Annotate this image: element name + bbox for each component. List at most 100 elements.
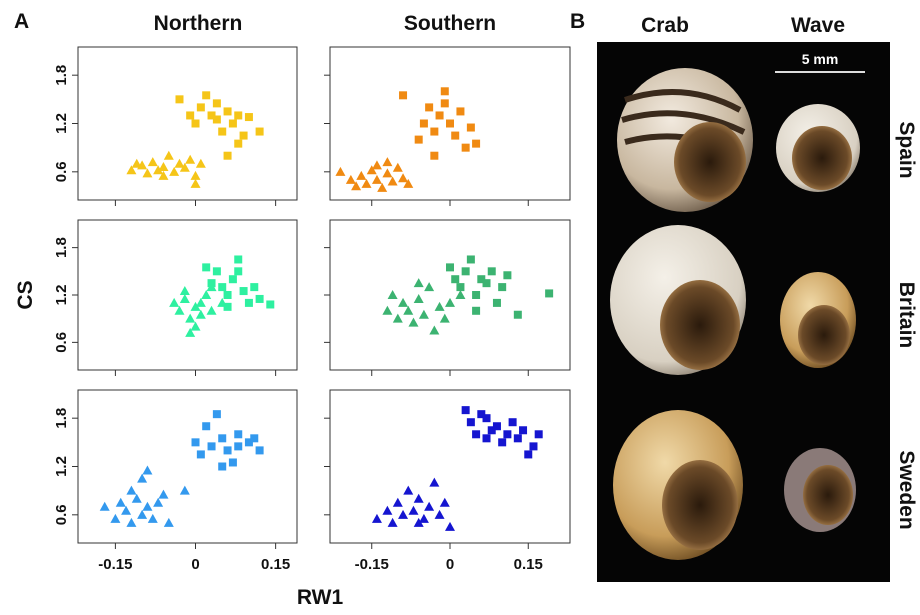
point [234, 442, 242, 450]
point [240, 287, 248, 295]
point [174, 306, 184, 315]
point [382, 306, 392, 315]
point [393, 163, 403, 172]
point [456, 283, 464, 291]
point [398, 298, 408, 307]
point [415, 136, 423, 144]
point [346, 175, 356, 184]
y-tick-label: 1.2 [53, 285, 70, 306]
point [191, 171, 201, 180]
point [197, 103, 205, 111]
point [467, 418, 475, 426]
point [388, 290, 398, 299]
point [142, 466, 152, 475]
point [137, 510, 147, 519]
point [142, 502, 152, 511]
point [420, 120, 428, 128]
point [414, 278, 424, 287]
point [202, 263, 210, 271]
point [493, 422, 501, 430]
point [462, 144, 470, 152]
point [153, 498, 163, 507]
point [185, 155, 195, 164]
point [250, 434, 258, 442]
point [186, 111, 194, 119]
point [256, 295, 264, 303]
point [132, 159, 142, 168]
point [245, 113, 253, 121]
point [250, 283, 258, 291]
point [393, 498, 403, 507]
point [175, 95, 183, 103]
point [180, 294, 190, 303]
point [440, 498, 450, 507]
point [382, 168, 392, 177]
point [382, 506, 392, 515]
point [519, 426, 527, 434]
plot-frame [78, 390, 297, 543]
point [509, 418, 517, 426]
x-axis-label: RW1 [297, 586, 344, 609]
point [503, 430, 511, 438]
point [224, 446, 232, 454]
point [441, 87, 449, 95]
point [218, 283, 226, 291]
point [234, 267, 242, 275]
point [472, 140, 480, 148]
point [441, 99, 449, 107]
point [224, 152, 232, 160]
point [425, 103, 433, 111]
point [446, 263, 454, 271]
point [335, 167, 345, 176]
point [388, 518, 398, 527]
point [148, 157, 158, 166]
point [429, 326, 439, 335]
plot-frame [78, 47, 297, 200]
point [218, 463, 226, 471]
point [201, 290, 211, 299]
plot-frame [330, 390, 570, 543]
point [229, 458, 237, 466]
row-label: Sweden [895, 450, 918, 529]
x-tick-label: -0.15 [98, 556, 132, 573]
point [430, 128, 438, 136]
panel-label: A [14, 10, 29, 33]
point [398, 173, 408, 182]
point [424, 502, 434, 511]
point [196, 298, 206, 307]
shell-aperture [792, 126, 852, 190]
point [403, 306, 413, 315]
point [456, 107, 464, 115]
point [196, 310, 206, 319]
point [462, 406, 470, 414]
column-title: Northern [154, 12, 243, 35]
shell-aperture [798, 305, 850, 365]
point [192, 438, 200, 446]
point [169, 167, 179, 176]
point [196, 159, 206, 168]
point [462, 267, 470, 275]
point [472, 307, 480, 315]
point [430, 152, 438, 160]
point [202, 422, 210, 430]
point [229, 275, 237, 283]
point [408, 506, 418, 515]
point [451, 132, 459, 140]
shell-aperture [660, 280, 740, 370]
point [229, 120, 237, 128]
point [514, 311, 522, 319]
photo-panel: B Crab Wave 5 mm Spain Britain Sweden [570, 10, 918, 582]
point [110, 514, 120, 523]
x-tick-label: 0.15 [514, 556, 543, 573]
point [524, 450, 532, 458]
point [445, 298, 455, 307]
point [446, 120, 454, 128]
point [488, 267, 496, 275]
column-title: Southern [404, 12, 496, 35]
panel-label: B [570, 10, 585, 33]
point [126, 518, 136, 527]
x-tick-label: 0.15 [261, 556, 290, 573]
point [403, 486, 413, 495]
point [100, 502, 110, 511]
point [158, 162, 168, 171]
